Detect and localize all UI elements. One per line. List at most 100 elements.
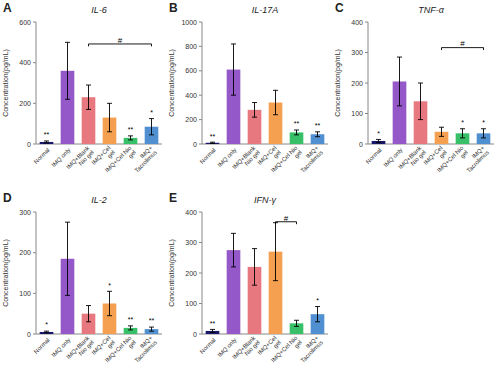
- x-tick-label-group: IMQ+BlankNio gel: [65, 144, 96, 175]
- error-bar: [252, 249, 257, 286]
- y-tick: [199, 144, 202, 145]
- y-tick: [33, 62, 36, 63]
- x-tick-label: IMQ+Cel Niogel: [104, 334, 138, 368]
- y-tick-label: 400: [351, 19, 363, 26]
- x-tick-label-line: Tacrolimus: [465, 149, 490, 174]
- error-bar: [107, 291, 112, 315]
- x-tick-label-line: IMQ+Cel Nio: [436, 144, 465, 173]
- significance-marker: **: [44, 131, 50, 138]
- y-tick-label: 0: [359, 141, 363, 148]
- title: IFN-γ: [254, 195, 276, 205]
- x-axis-line: [202, 334, 328, 335]
- error-bar: [210, 329, 215, 332]
- x-tick-label-line: IMQ+Cel Nio: [270, 144, 299, 173]
- panel-label: B: [169, 1, 178, 15]
- x-tick-label: Normal: [365, 147, 383, 165]
- y-tick-label: 0: [27, 331, 31, 338]
- x-tick-label: IMQ+Cel Niogel: [104, 144, 138, 178]
- x-tick-label-group: Normal: [365, 147, 383, 165]
- y-tick-label: 200: [185, 270, 197, 277]
- panel-label: D: [3, 191, 12, 205]
- y-tick-label: 800: [185, 43, 197, 50]
- x-tick-label-group: IMQ+Cel Niogel: [104, 334, 138, 368]
- x-axis-line: [36, 144, 162, 145]
- y-tick: [33, 252, 36, 253]
- y-tick-label: 200: [185, 116, 197, 123]
- significance-marker: *: [377, 130, 380, 137]
- plot-area: [40, 222, 159, 334]
- y-tick: [199, 46, 202, 47]
- x-tick-label-line: Normal: [199, 337, 217, 355]
- x-tick-label: IMQ+BlankNio gel: [231, 144, 262, 175]
- plot-area: [40, 42, 159, 144]
- y-axis-line: [36, 22, 37, 144]
- x-tick-label-line: Tacrolimus: [133, 339, 158, 364]
- x-tick-label-group: IMQ+Cel Niogel: [436, 144, 470, 178]
- y-tick: [33, 334, 36, 335]
- y-tick: [33, 293, 36, 294]
- significance-marker: *: [482, 119, 485, 126]
- y-tick-label: 300: [351, 49, 363, 56]
- x-tick-label-group: Normal: [33, 337, 51, 355]
- bar: [40, 332, 54, 334]
- error-bar: [231, 233, 236, 267]
- panel-label: C: [335, 1, 344, 15]
- y-tick: [199, 22, 202, 23]
- error-bar: [376, 139, 381, 142]
- title: IL-2: [91, 195, 107, 205]
- x-tick-label-group: Normal: [199, 337, 217, 355]
- title: TNF-α: [418, 5, 444, 15]
- y-tick-label: 100: [19, 290, 31, 297]
- error-bar: [128, 136, 133, 140]
- x-tick-label: Normal: [33, 147, 51, 165]
- error-bar: [418, 83, 423, 120]
- error-bar: [128, 326, 133, 330]
- panel-label: E: [169, 191, 177, 205]
- y-axis-label: Concentration(pg/mL): [168, 49, 176, 117]
- x-tick-label-group: IMQ+BlankNio gel: [231, 144, 262, 175]
- y-tick: [365, 52, 368, 53]
- x-tick-label: IMQ+BlankNio gel: [231, 334, 262, 365]
- panel: CTNF-αConcentration(pg/mL)0100200300400N…: [334, 1, 494, 178]
- y-tick-label: 0: [193, 331, 197, 338]
- significance-marker: *: [316, 297, 319, 304]
- x-tick-label-group: IMQ+Cel Niogel: [270, 334, 304, 368]
- y-tick: [33, 22, 36, 23]
- x-tick-label: IMQ+Cel Niogel: [436, 144, 470, 178]
- y-tick-label: 600: [19, 19, 31, 26]
- x-tick-label: IMQ+Tacrolimus: [295, 334, 324, 363]
- y-tick-label: 200: [19, 100, 31, 107]
- y-tick: [33, 144, 36, 145]
- y-tick: [199, 95, 202, 96]
- x-tick-label: IMQ+Cel Niogel: [270, 334, 304, 368]
- y-tick-label: 200: [19, 249, 31, 256]
- x-tick-label-group: IMQ+BlankNio gel: [65, 334, 96, 365]
- plot-area: [206, 223, 325, 334]
- y-tick: [199, 273, 202, 274]
- x-tick-label-group: IMQ+Cel Niogel: [104, 144, 138, 178]
- x-tick-label: IMQ+Tacrolimus: [129, 144, 158, 173]
- error-bar: [210, 142, 215, 143]
- y-tick: [33, 103, 36, 104]
- error-bar: [65, 222, 70, 295]
- significance-marker: **: [294, 120, 300, 127]
- bracket-label: #: [118, 36, 123, 45]
- panel: D IL-2 Concentration(pg/mL) 0 100 200 300 Norma…: [2, 191, 162, 368]
- y-tick: [199, 303, 202, 304]
- x-tick-label-group: IMQ+Tacrolimus: [295, 334, 324, 363]
- x-tick-label-group: IMQ+Cel Niogel: [270, 144, 304, 178]
- x-tick-label: IMQ+BlankNio gel: [65, 334, 96, 365]
- x-tick-label: IMQ+Tacrolimus: [129, 334, 158, 363]
- figure: AIL-6Concentration(pg/mL)0200400600Norma…: [0, 0, 500, 381]
- y-tick: [199, 70, 202, 71]
- x-axis-line: [202, 144, 328, 145]
- title: IL-17A: [252, 5, 279, 15]
- y-tick-label: 300: [185, 239, 197, 246]
- error-bar: [65, 42, 70, 99]
- x-tick-label-group: IMQ+Tacrolimus: [129, 334, 158, 363]
- significance-marker: *: [45, 321, 48, 328]
- y-axis-label: Concentration(pg/mL): [2, 239, 10, 307]
- y-tick: [365, 22, 368, 23]
- y-tick-label: 300: [19, 209, 31, 216]
- significance-marker: **: [315, 122, 321, 129]
